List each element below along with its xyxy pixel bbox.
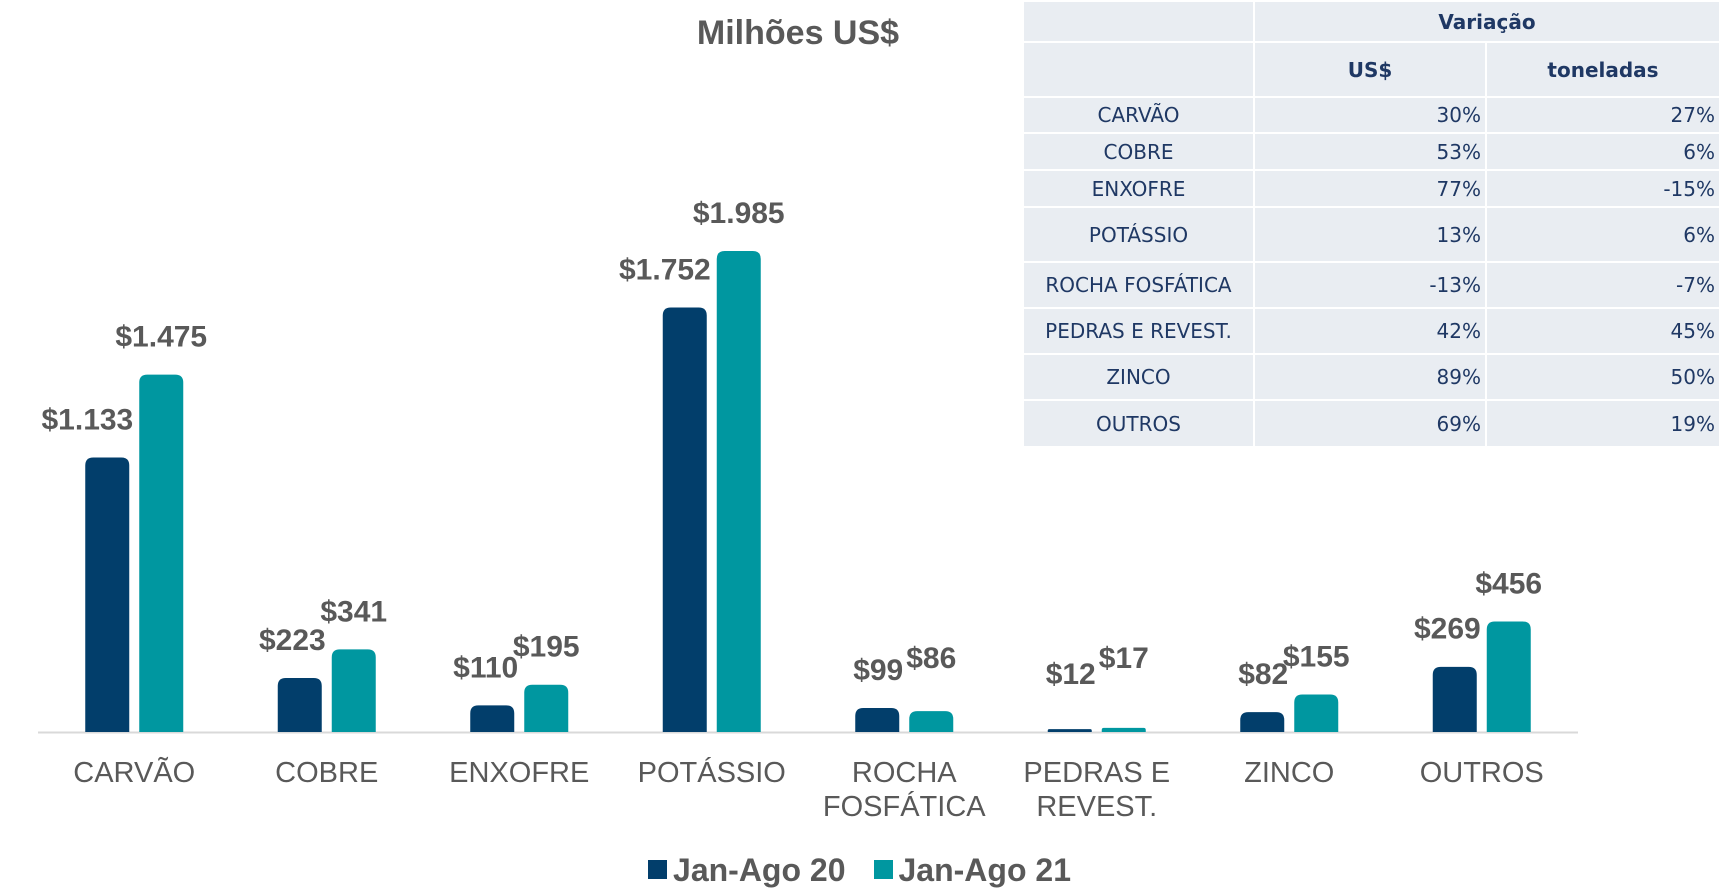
data-label: $99 [853, 654, 903, 687]
x-tick-label: POTÁSSIO [637, 757, 786, 789]
table-cell: 27% [1485, 96, 1719, 134]
legend-swatch [873, 860, 893, 879]
bar [470, 705, 515, 732]
table-row: PEDRAS E REVEST. 42% 45% [1022, 307, 1719, 355]
data-label: $269 [1414, 613, 1481, 646]
table-cell: COBRE [1022, 132, 1255, 171]
legend-swatch [648, 860, 668, 879]
bar [277, 677, 322, 732]
data-label: $223 [259, 624, 326, 657]
table-cell: -15% [1485, 169, 1719, 208]
data-label: $17 [1099, 642, 1149, 675]
chart-title: Milhões US$ [696, 14, 900, 52]
legend: Jan-Ago 20 Jan-Ago 21 [0, 852, 1719, 889]
table-cell: 13% [1253, 206, 1487, 263]
bar [85, 457, 130, 732]
data-label: $110 [453, 651, 518, 684]
table-cell: 50% [1485, 353, 1719, 401]
table-cell: -7% [1485, 261, 1719, 309]
bar [1432, 666, 1477, 732]
table-cell: 45% [1485, 307, 1719, 355]
variation-table: Variação US$ toneladas CARVÃO 30% 27% COBRE 5… [1022, 0, 1719, 448]
data-label: $195 [513, 631, 580, 664]
table-header: Variação [1253, 0, 1719, 43]
column-header: toneladas [1485, 41, 1719, 98]
table-row: POTÁSSIO 13% 6% [1022, 206, 1719, 263]
table-cell: 53% [1253, 132, 1487, 171]
data-label: $82 [1238, 658, 1288, 691]
table-cell: 6% [1485, 132, 1719, 171]
table-cell: 30% [1253, 96, 1487, 134]
data-label: $1.985 [693, 197, 785, 230]
table-row: CARVÃO 30% 27% [1022, 96, 1719, 134]
table-cell: CARVÃO [1022, 96, 1255, 134]
bar [662, 307, 707, 732]
legend-label: Jan-Ago 21 [898, 852, 1071, 888]
data-label: $1.475 [115, 321, 207, 354]
table-row: ROCHA FOSFÁTICA -13% -7% [1022, 261, 1719, 309]
x-tick-label: ENXOFRE [449, 757, 590, 789]
table-cell: ZINCO [1022, 353, 1255, 401]
bar [139, 374, 184, 732]
data-label: $456 [1475, 567, 1542, 600]
x-tick-label: COBRE [275, 757, 379, 789]
x-tick-label: CARVÃO [73, 757, 196, 789]
table-cell: 19% [1485, 399, 1719, 448]
x-tick-label: ZINCO [1244, 757, 1335, 789]
bar [855, 708, 900, 732]
table-cell: ENXOFRE [1022, 169, 1255, 208]
bar [716, 251, 761, 732]
table-cell: OUTROS [1022, 399, 1255, 448]
data-label: $1.133 [41, 403, 133, 436]
cell [1022, 0, 1255, 43]
bar [1240, 712, 1285, 732]
table-cell: 77% [1253, 169, 1487, 208]
bar [909, 711, 954, 732]
data-label: $1.752 [619, 253, 711, 286]
table-cell: -13% [1253, 261, 1487, 309]
x-tick-label: PEDRAS E REVEST. [1023, 757, 1171, 823]
bar [1047, 729, 1092, 732]
bar [1486, 621, 1531, 732]
table-cell: 89% [1253, 353, 1487, 401]
data-label: $86 [906, 642, 956, 675]
table-cell: 69% [1253, 399, 1487, 448]
cell [1022, 41, 1255, 98]
bar [331, 649, 376, 732]
table-cell: ROCHA FOSFÁTICA [1022, 261, 1255, 309]
bar [1294, 694, 1339, 732]
data-label: $155 [1283, 640, 1350, 673]
table-row: ZINCO 89% 50% [1022, 353, 1719, 401]
data-label: $12 [1046, 658, 1096, 691]
table-cell: 6% [1485, 206, 1719, 263]
legend-item: Jan-Ago 20 [648, 852, 846, 889]
bar [524, 684, 569, 732]
table-cell: POTÁSSIO [1022, 206, 1255, 263]
column-header: US$ [1253, 41, 1487, 98]
bar [1101, 727, 1146, 732]
table-cell: PEDRAS E REVEST. [1022, 307, 1255, 355]
data-label: $341 [320, 595, 387, 628]
legend-item: Jan-Ago 21 [873, 852, 1071, 889]
x-tick-label: OUTROS [1419, 757, 1544, 789]
table-row: COBRE 53% 6% [1022, 132, 1719, 171]
x-tick-label: ROCHA FOSFÁTICA [822, 757, 986, 823]
table-row: ENXOFRE 77% -15% [1022, 169, 1719, 208]
table-cell: 42% [1253, 307, 1487, 355]
legend-label: Jan-Ago 20 [673, 852, 846, 888]
table-row: OUTROS 69% 19% [1022, 399, 1719, 448]
